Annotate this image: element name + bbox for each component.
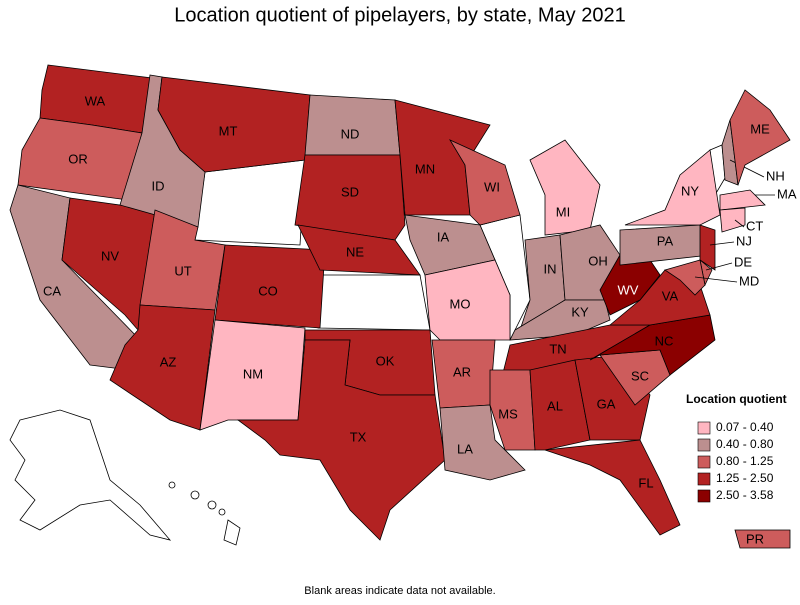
legend-title: Location quotient: [686, 392, 787, 406]
state-label: OK: [376, 353, 395, 368]
footnote: Blank areas indicate data not available.: [304, 585, 495, 597]
legend-label: 0.07 - 0.40: [716, 420, 774, 434]
state-label: MA: [777, 186, 797, 201]
state: [489, 369, 536, 451]
state-label: MD: [739, 273, 759, 288]
state: [109, 304, 216, 431]
state-no-data: [194, 159, 306, 246]
leader-line: [694, 276, 738, 283]
state-label: LA: [457, 441, 473, 456]
state: [544, 439, 681, 536]
state-label: IA: [437, 229, 450, 244]
state-label: MT: [219, 123, 238, 138]
state-label: MS: [498, 406, 518, 421]
state: [214, 244, 326, 329]
state: [734, 529, 791, 549]
state-label: MN: [415, 161, 435, 176]
legend-label: 0.40 - 0.80: [716, 437, 774, 451]
state-label: NM: [243, 366, 263, 381]
state-label: NC: [655, 333, 674, 348]
leader-line: [705, 262, 733, 271]
map-title: Location quotient of pipelayers, by stat…: [174, 4, 625, 26]
state-label: NH: [766, 168, 785, 183]
state: [236, 339, 446, 541]
state-label: PA: [657, 233, 674, 248]
legend-label: 0.80 - 1.25: [716, 454, 774, 468]
state: [297, 224, 421, 276]
state-label: MI: [556, 204, 570, 219]
state-label: DE: [734, 254, 752, 269]
state-label: AL: [547, 398, 563, 413]
state-label: TN: [549, 341, 566, 356]
state: [719, 207, 746, 233]
state-no-data: [317, 274, 431, 331]
state-label: ND: [341, 126, 360, 141]
state-label: CA: [43, 283, 61, 298]
state-label: OR: [68, 151, 88, 166]
state-label: SC: [631, 368, 649, 383]
state: [719, 189, 766, 211]
state-label: UT: [174, 263, 191, 278]
legend-swatch: [697, 421, 711, 435]
state: [729, 89, 791, 186]
state-label: ME: [750, 121, 770, 136]
state: [304, 94, 401, 156]
state: [664, 259, 706, 296]
state-label: IN: [544, 261, 557, 276]
state-label: MO: [450, 296, 471, 311]
state-no-data: [9, 409, 172, 541]
state: [448, 139, 521, 226]
state-label: OH: [588, 253, 608, 268]
state-label: PR: [746, 531, 764, 546]
state-label: AZ: [160, 354, 177, 369]
state: [624, 149, 721, 226]
state-label: CO: [258, 283, 278, 298]
leader-line: [709, 241, 735, 246]
legend-swatch: [697, 455, 711, 469]
state-label: GA: [597, 396, 616, 411]
state-label: WA: [85, 93, 106, 108]
state-label: CT: [746, 218, 763, 233]
legend-swatch: [697, 472, 711, 486]
hawaii: [168, 481, 241, 546]
state-label: TX: [350, 429, 367, 444]
state-label: VA: [662, 288, 679, 303]
state-label: SD: [341, 184, 359, 199]
legend-label: 2.50 - 3.58: [716, 488, 774, 502]
legend-label: 1.25 - 2.50: [716, 471, 774, 485]
state: [699, 224, 716, 271]
state: [529, 139, 601, 236]
state-label: NY: [681, 183, 699, 198]
leader-line: [734, 219, 745, 228]
state-label: KY: [571, 304, 589, 319]
state-label: AR: [453, 364, 471, 379]
legend-swatch: [697, 438, 711, 452]
state-label: WI: [484, 179, 500, 194]
legend-swatch: [697, 489, 711, 503]
state-label: FL: [638, 475, 653, 490]
state-label: ID: [152, 178, 165, 193]
state-label: NE: [346, 244, 364, 259]
state-label: NJ: [736, 233, 752, 248]
state: [529, 359, 591, 451]
state-label: WV: [618, 282, 639, 297]
state-label: NV: [101, 248, 119, 263]
state: [294, 154, 406, 241]
